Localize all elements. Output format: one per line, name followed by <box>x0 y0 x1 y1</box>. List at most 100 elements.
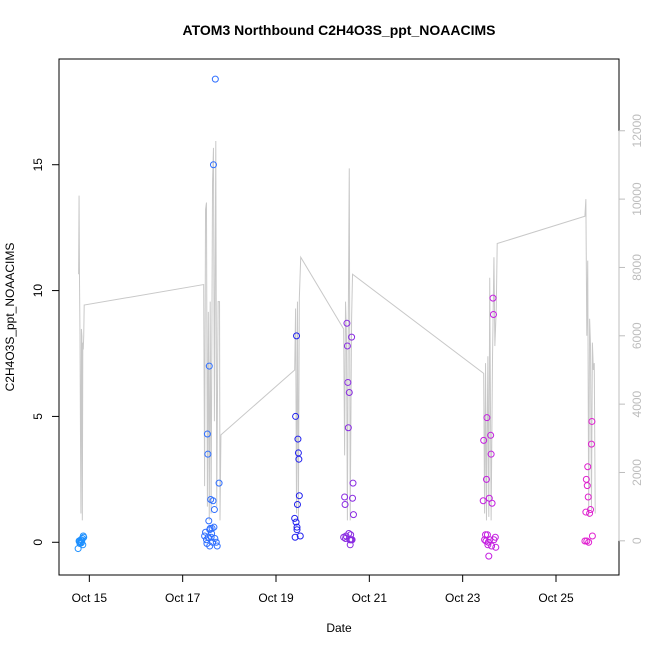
data-point <box>295 492 303 500</box>
data-point <box>485 552 493 560</box>
x-tick-label: Oct 15 <box>72 591 108 605</box>
data-point <box>296 532 304 540</box>
data-point <box>291 514 299 522</box>
x-tick-label: Oct 21 <box>352 591 388 605</box>
data-point <box>211 75 219 83</box>
data-point <box>206 526 214 534</box>
data-point <box>584 463 592 471</box>
data-point <box>349 494 357 502</box>
y2-tick-label: 12000 <box>630 114 644 148</box>
data-point <box>347 531 355 539</box>
data-point <box>205 517 213 525</box>
altitude-line-layer <box>78 141 596 521</box>
x-axis: Oct 15 Oct 17 Oct 19 Oct 21 Oct 23 Oct 25 <box>72 574 574 605</box>
y-tick-label: 10 <box>31 284 45 298</box>
data-point <box>348 333 356 341</box>
y-tick-label: 15 <box>31 158 45 172</box>
data-point <box>292 518 300 526</box>
data-point <box>347 536 355 544</box>
data-point <box>294 435 302 443</box>
data-point <box>486 536 494 544</box>
data-point <box>344 424 352 432</box>
data-point <box>489 294 497 302</box>
data-point <box>585 538 593 546</box>
x-tick-label: Oct 19 <box>258 591 294 605</box>
data-point <box>211 535 219 542</box>
data-point <box>583 482 591 490</box>
data-point <box>292 412 300 420</box>
data-point <box>341 493 349 501</box>
data-point <box>344 378 352 386</box>
data-point <box>487 450 495 458</box>
data-point <box>210 506 218 514</box>
data-point <box>488 542 496 550</box>
data-point <box>203 430 211 438</box>
data-point <box>205 362 213 370</box>
data-point <box>293 526 301 534</box>
x-axis-label: Date <box>326 621 352 635</box>
series-0 <box>74 532 88 553</box>
data-point <box>483 414 491 422</box>
x-tick-label: Oct 25 <box>538 591 574 605</box>
data-point <box>584 493 592 501</box>
data-point <box>212 538 220 546</box>
x-tick-label: Oct 17 <box>165 591 201 605</box>
data-point <box>208 529 216 537</box>
y2-tick-label: 0 <box>630 537 644 544</box>
series-1 <box>201 75 223 550</box>
series-4 <box>479 294 500 560</box>
data-point <box>201 532 209 540</box>
y-tick-label: 5 <box>31 413 45 420</box>
data-point <box>293 523 301 531</box>
data-point <box>209 497 217 505</box>
data-point <box>291 533 299 541</box>
series-3 <box>340 319 357 549</box>
y-tick-label: 0 <box>31 539 45 546</box>
y2-tick-label: 6000 <box>630 322 644 349</box>
data-point <box>78 536 86 544</box>
data-point <box>480 436 488 444</box>
data-point <box>343 319 351 327</box>
data-point <box>479 497 487 505</box>
altitude-line <box>78 141 596 521</box>
data-point <box>581 537 589 545</box>
data-point <box>586 509 594 517</box>
data-point <box>491 533 499 541</box>
data-point <box>487 431 495 439</box>
data-point <box>482 475 490 483</box>
data-point <box>587 440 595 448</box>
data-point <box>488 499 496 507</box>
data-point <box>341 501 349 509</box>
data-point <box>215 479 223 487</box>
y2-tick-label: 2000 <box>630 459 644 486</box>
data-point <box>583 537 591 545</box>
series-2 <box>291 332 304 541</box>
data-point <box>349 511 357 519</box>
y-axis-right: 0 2000 4000 6000 8000 10000 12000 <box>618 114 644 544</box>
data-point <box>293 501 301 509</box>
y2-tick-label: 4000 <box>630 390 644 417</box>
data-points-layer <box>74 75 596 560</box>
data-point <box>209 161 217 169</box>
data-point <box>207 533 215 541</box>
data-point <box>203 540 211 548</box>
series-5 <box>581 417 596 546</box>
plot-frame <box>58 58 620 576</box>
data-point <box>489 310 497 318</box>
data-point <box>588 532 596 540</box>
data-point <box>295 455 303 463</box>
data-point <box>343 342 351 350</box>
data-point <box>588 417 596 425</box>
chart-title: ATOM3 Northbound C2H4O3S_ppt_NOAACIMS <box>183 22 496 38</box>
x-tick-label: Oct 23 <box>445 591 481 605</box>
data-point <box>349 479 357 487</box>
data-point <box>345 389 353 397</box>
data-point <box>204 450 212 458</box>
data-point <box>79 541 87 549</box>
data-point <box>587 506 595 514</box>
y2-tick-label: 10000 <box>630 182 644 216</box>
y2-tick-label: 8000 <box>630 254 644 281</box>
y-axis-label: C2H4O3S_ppt_NOAACIMS <box>3 243 17 392</box>
data-point <box>492 543 500 551</box>
